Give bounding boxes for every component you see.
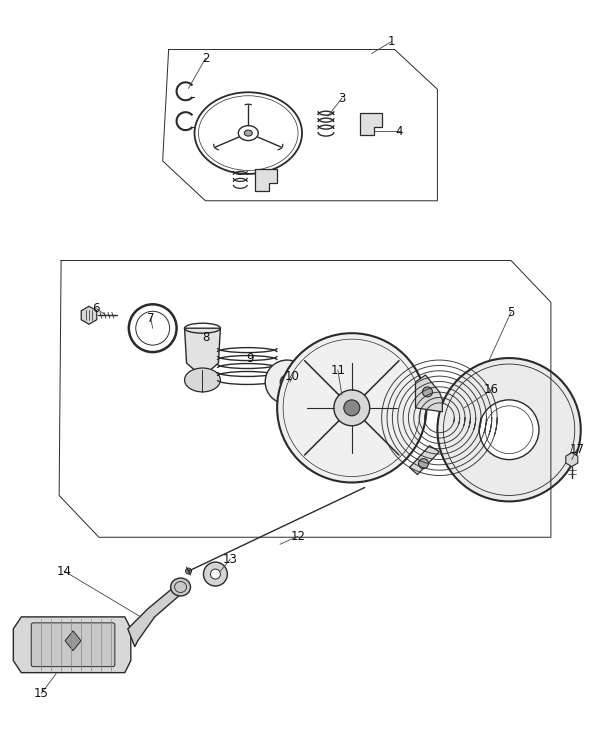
Text: 12: 12 [291, 530, 305, 543]
Text: 13: 13 [223, 553, 238, 565]
Ellipse shape [245, 130, 252, 136]
Circle shape [334, 390, 370, 426]
Circle shape [204, 562, 227, 586]
Text: 5: 5 [508, 306, 515, 319]
Polygon shape [65, 631, 81, 651]
Text: 8: 8 [202, 330, 209, 344]
Ellipse shape [185, 368, 221, 392]
Text: 14: 14 [56, 565, 72, 577]
Circle shape [277, 333, 427, 483]
Text: 6: 6 [92, 302, 100, 315]
Circle shape [186, 568, 191, 574]
Text: 16: 16 [484, 383, 498, 396]
Ellipse shape [170, 578, 191, 596]
Polygon shape [416, 375, 443, 412]
Text: 4: 4 [396, 125, 403, 137]
Polygon shape [255, 169, 277, 191]
Circle shape [210, 569, 221, 579]
Polygon shape [409, 445, 440, 474]
Text: 1: 1 [388, 35, 395, 48]
Circle shape [422, 387, 432, 397]
Polygon shape [566, 453, 578, 466]
Circle shape [438, 358, 581, 501]
Polygon shape [82, 307, 97, 325]
Text: 17: 17 [569, 443, 584, 456]
Circle shape [344, 400, 360, 416]
Polygon shape [13, 617, 131, 673]
Circle shape [280, 375, 294, 389]
Polygon shape [128, 584, 185, 647]
Text: 2: 2 [202, 52, 209, 65]
Circle shape [419, 459, 428, 468]
Text: 7: 7 [147, 312, 154, 325]
Circle shape [265, 360, 309, 404]
FancyBboxPatch shape [31, 623, 115, 667]
Circle shape [479, 400, 539, 460]
Text: 3: 3 [338, 92, 346, 104]
Text: 10: 10 [284, 371, 300, 383]
Text: 11: 11 [330, 363, 345, 377]
Polygon shape [185, 328, 221, 370]
Text: 9: 9 [246, 351, 254, 365]
Text: 15: 15 [34, 687, 48, 700]
Polygon shape [360, 113, 382, 135]
